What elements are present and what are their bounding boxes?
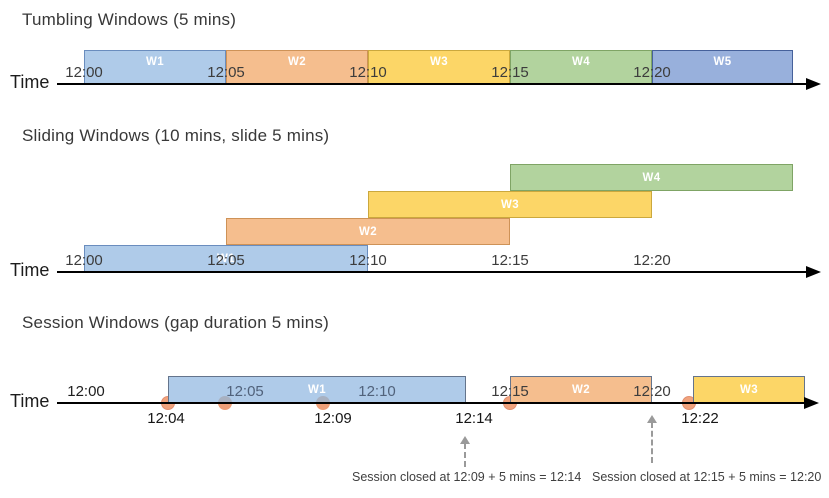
tick-label: 12:15 — [491, 252, 529, 269]
time-axis-line — [57, 271, 806, 273]
window-bar-session-w2: W2 — [510, 376, 652, 403]
axis-label: Time — [10, 72, 50, 92]
window-label: W1 — [216, 252, 236, 265]
session-close-arrow-icon — [460, 436, 470, 444]
window-label: W3 — [500, 198, 520, 211]
tick-label: 12:05 — [207, 64, 245, 81]
section-title-tumbling: Tumbling Windows (5 mins) — [22, 10, 237, 29]
window-bar-tumbling-w2: W2 — [226, 50, 368, 84]
section-title-session: Session Windows (gap duration 5 mins) — [22, 313, 329, 332]
tick-label: 12:10 — [349, 64, 387, 81]
window-label: W4 — [571, 56, 591, 68]
tick-label: 12:10 — [358, 383, 396, 400]
annotation-text: Session closed at 12:09 + 5 mins = 12:14 — [352, 470, 582, 484]
session-close-arrow-stem — [464, 443, 466, 467]
tick-label: 12:00 — [67, 383, 105, 400]
time-axis-line — [57, 83, 806, 85]
tick-label: 12:10 — [349, 252, 387, 269]
window-label: W3 — [429, 56, 449, 68]
tick-label: 12:20 — [633, 383, 671, 400]
window-bar-sliding-w2: W2 — [226, 218, 510, 245]
annotation-text: Session closed at 12:15 + 5 mins = 12:20 — [592, 470, 822, 484]
window-label: W3 — [739, 383, 759, 396]
section-title-sliding: Sliding Windows (10 mins, slide 5 mins) — [22, 126, 330, 145]
window-label: W2 — [287, 56, 307, 68]
window-bar-session-w3: W3 — [693, 376, 805, 403]
window-bar-sliding-w4: W4 — [510, 164, 793, 191]
time-axis-line — [57, 402, 804, 404]
axis-arrowhead-icon — [806, 266, 821, 278]
axis-label: Time — [10, 391, 50, 411]
window-label: W1 — [307, 383, 327, 396]
axis-label: Time — [10, 260, 50, 280]
window-label: W2 — [571, 383, 591, 396]
tick-label: 12:15 — [491, 64, 529, 81]
axis-arrowhead-icon — [804, 397, 819, 409]
window-bar-tumbling-w5: W5 — [652, 50, 793, 84]
window-label: W1 — [145, 56, 165, 68]
window-bar-sliding-w1: W1 — [84, 245, 368, 272]
session-close-arrow-icon — [647, 415, 657, 423]
window-bar-sliding-w3: W3 — [368, 191, 652, 218]
tick-label: 12:00 — [65, 64, 103, 81]
event-time-label: 12:14 — [455, 410, 493, 427]
tick-label: 12:15 — [491, 383, 529, 400]
tick-label: 12:05 — [226, 383, 264, 400]
tick-label: 12:20 — [633, 64, 671, 81]
tick-label: 12:00 — [65, 252, 103, 269]
window-label: W2 — [358, 225, 378, 238]
window-bar-tumbling-w3: W3 — [368, 50, 510, 84]
window-label: W4 — [642, 171, 661, 184]
event-time-label: 12:04 — [147, 410, 185, 427]
window-label: W5 — [713, 56, 732, 68]
session-close-arrow-stem — [651, 422, 653, 463]
tick-label: 12:20 — [633, 252, 671, 269]
event-time-label: 12:22 — [681, 410, 719, 427]
window-bar-tumbling-w4: W4 — [510, 50, 652, 84]
tick-label: 12:05 — [207, 252, 245, 269]
window-bar-tumbling-w1: W1 — [84, 50, 226, 84]
event-time-label: 12:09 — [314, 410, 352, 427]
axis-arrowhead-icon — [806, 78, 821, 90]
